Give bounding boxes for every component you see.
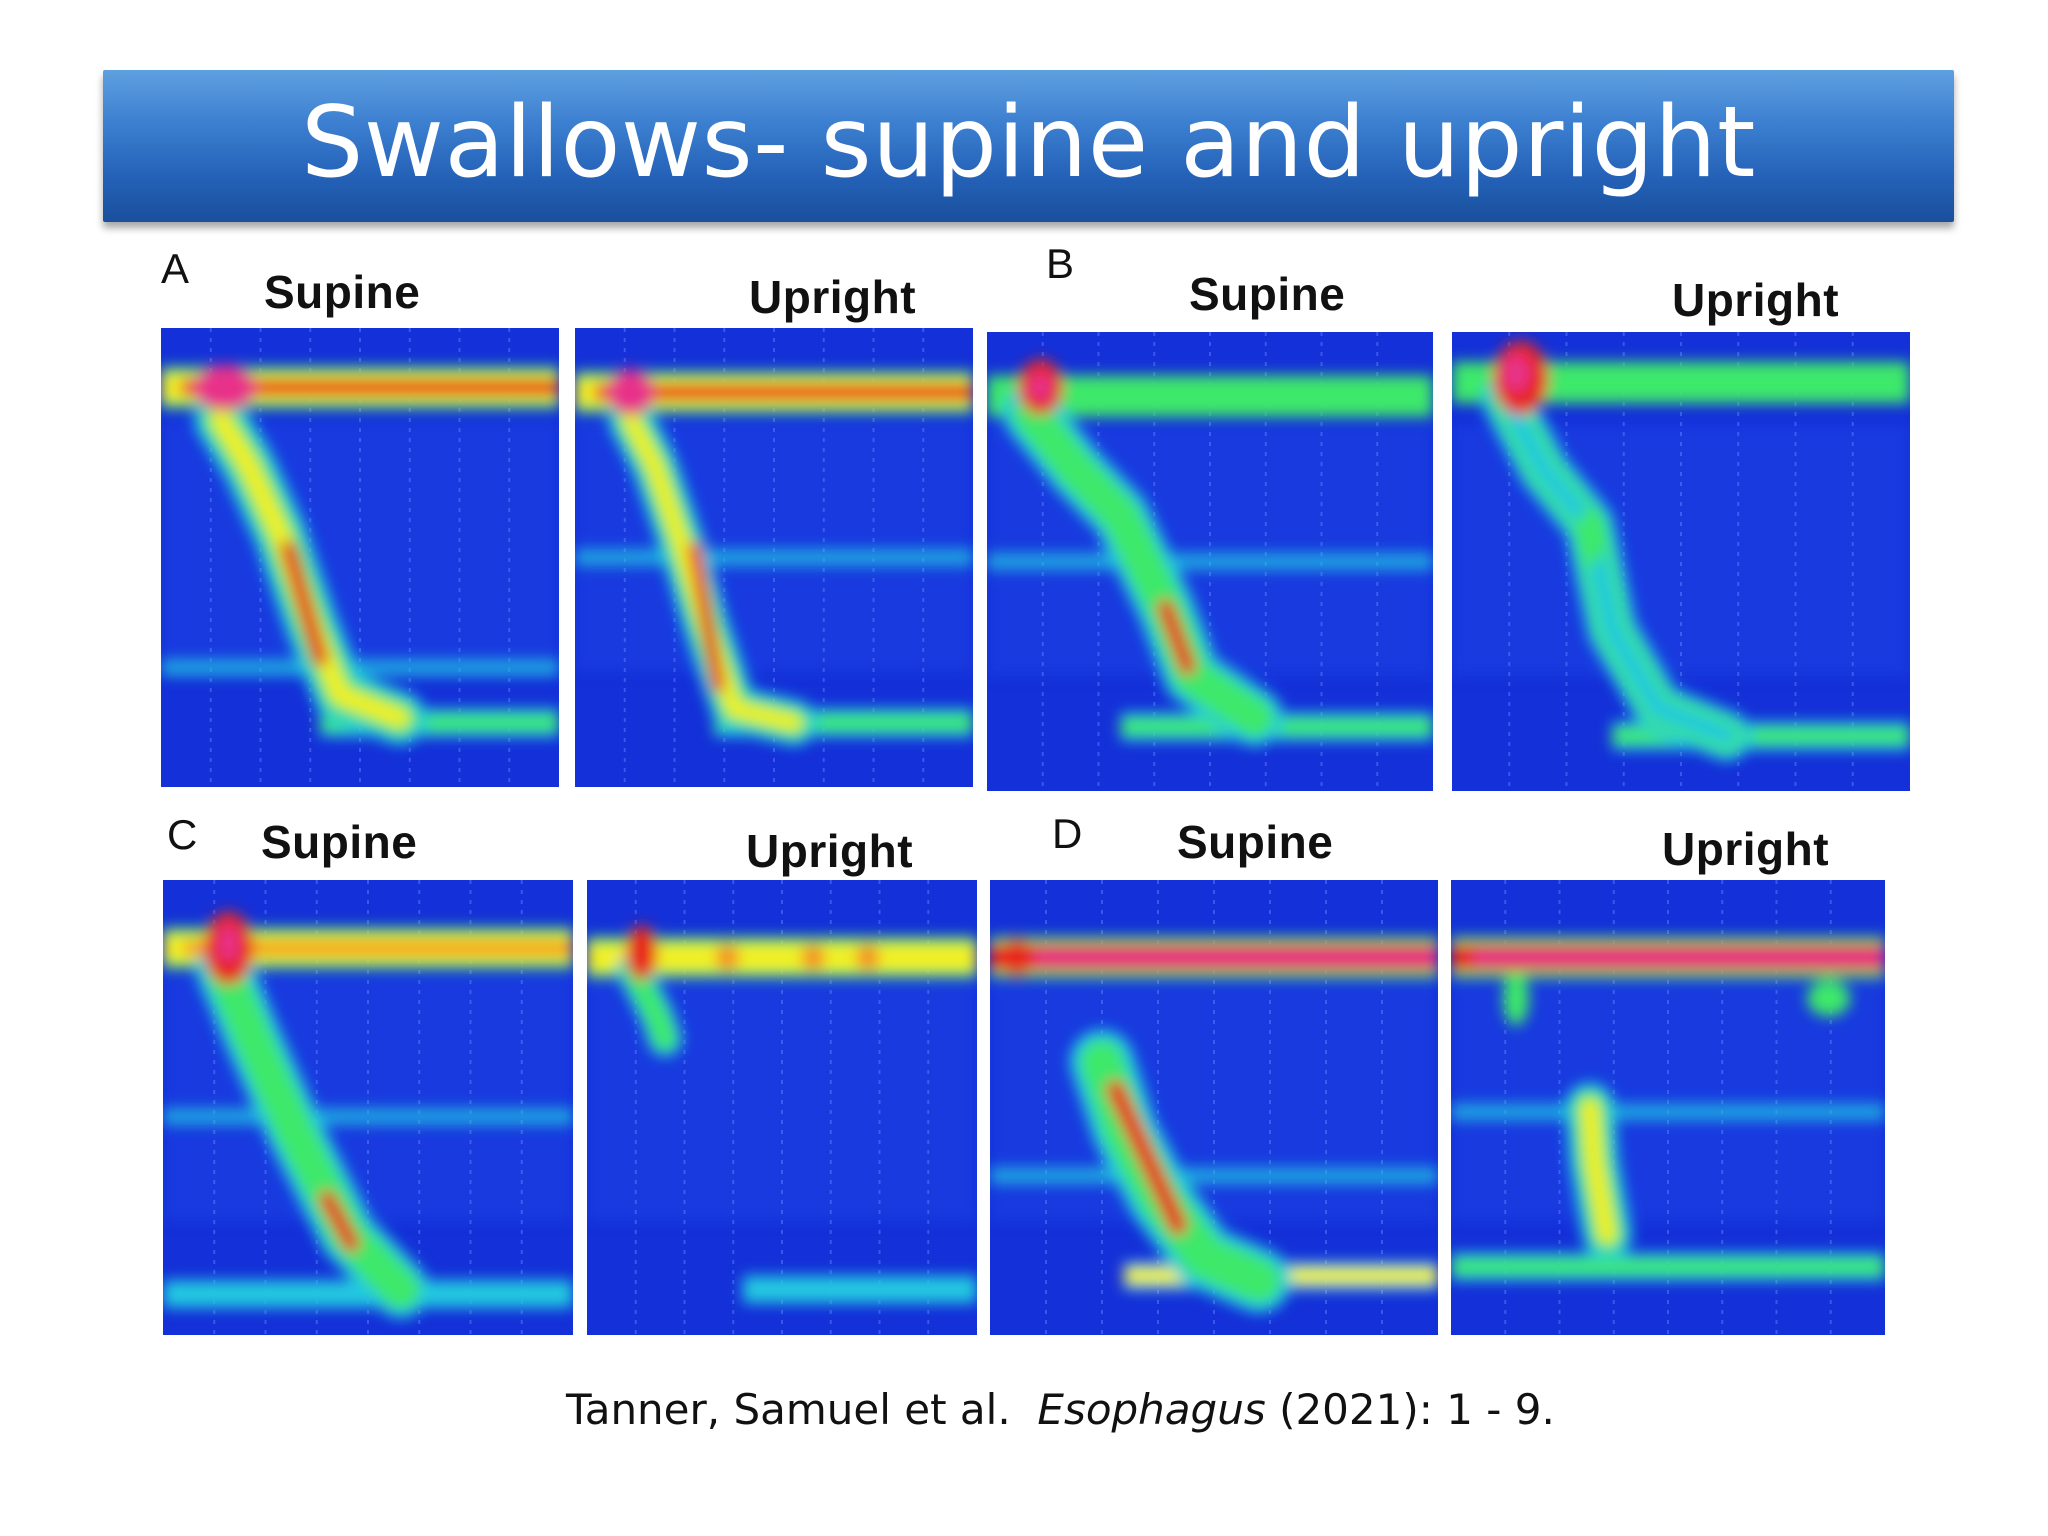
topography-c-supine [163, 880, 573, 1335]
slide-title: Swallows- supine and upright [301, 86, 1756, 200]
label-d-upright: Upright [1662, 823, 1830, 875]
label-c-upright: Upright [746, 825, 914, 877]
citation: Tanner, Samuel et al. Esophagus (2021): … [566, 1385, 1555, 1434]
label-b-upright: Upright [1672, 274, 1840, 326]
panel-letter-b: B [1046, 240, 1075, 287]
topography-a-upright [575, 328, 973, 787]
label-a-upright: Upright [749, 271, 917, 323]
label-b-supine: Supine [1189, 268, 1346, 320]
label-a-supine: Supine [264, 266, 421, 318]
title-bar: Swallows- supine and upright [103, 70, 1954, 222]
topography-b-upright [1452, 332, 1910, 791]
topography-d-upright [1451, 880, 1885, 1335]
label-c-supine: Supine [261, 816, 418, 868]
panel-letter-c: C [167, 811, 198, 858]
topography-b-supine [987, 332, 1433, 791]
topography-a-supine [161, 328, 559, 787]
panel-letter-d: D [1052, 810, 1083, 857]
topography-c-upright [587, 880, 977, 1335]
label-d-supine: Supine [1177, 816, 1334, 868]
citation-journal: Esophagus [1037, 1385, 1266, 1434]
panel-letter-a: A [161, 245, 190, 292]
citation-rest: (2021): 1 - 9. [1279, 1385, 1555, 1434]
citation-authors: Tanner, Samuel et al. [566, 1385, 1011, 1434]
topography-d-supine [990, 880, 1438, 1335]
